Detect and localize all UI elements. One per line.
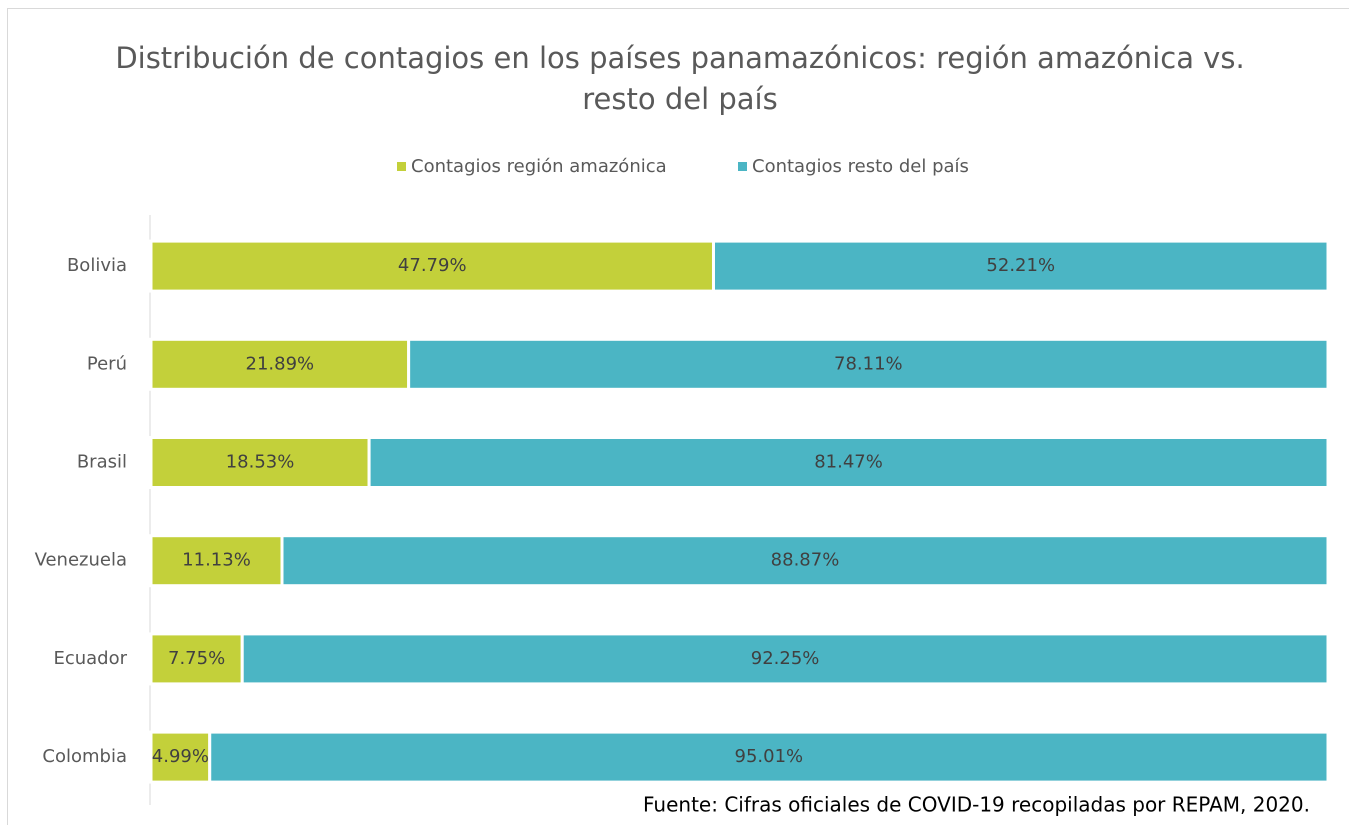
bar-segment	[149, 730, 212, 784]
y-tick-label: Perú	[87, 353, 127, 374]
bar-segment	[149, 436, 371, 489]
y-tick-label: Colombia	[42, 746, 127, 767]
data-label: 47.79%	[398, 255, 467, 276]
bar-segment	[711, 239, 1330, 293]
bar-segment	[367, 436, 1330, 489]
data-label: 11.13%	[182, 550, 251, 571]
y-tick-label: Brasil	[77, 452, 127, 473]
data-label: 21.89%	[246, 353, 315, 374]
bar-segment	[208, 730, 1330, 784]
bar-segment	[407, 337, 1330, 391]
data-label: 88.87%	[771, 550, 840, 571]
data-label: 92.25%	[751, 648, 820, 669]
bar-segment	[240, 632, 1330, 686]
data-label: 4.99%	[152, 746, 209, 767]
data-label: 7.75%	[168, 648, 225, 669]
bar-segment	[280, 534, 1330, 588]
chart-title: Distribución de contagios en los países …	[115, 41, 1244, 116]
y-tick-label: Bolivia	[67, 255, 127, 276]
legend-label: Contagios resto del país	[752, 156, 969, 177]
bar-segment	[149, 239, 715, 293]
data-label: 52.21%	[986, 255, 1055, 276]
legend-label: Contagios región amazónica	[411, 156, 667, 177]
legend-swatch	[397, 162, 406, 171]
y-tick-label: Ecuador	[53, 648, 127, 669]
chart-border	[7, 8, 1349, 825]
y-tick-label: Venezuela	[35, 550, 127, 571]
data-label: 95.01%	[735, 746, 804, 767]
bar-segment	[149, 337, 411, 391]
data-label: 18.53%	[226, 452, 295, 473]
data-label: 81.47%	[814, 452, 883, 473]
data-label: 78.11%	[834, 353, 903, 374]
legend-swatch	[738, 162, 747, 171]
source-note: Fuente: Cifras oficiales de COVID-19 rec…	[643, 793, 1310, 817]
